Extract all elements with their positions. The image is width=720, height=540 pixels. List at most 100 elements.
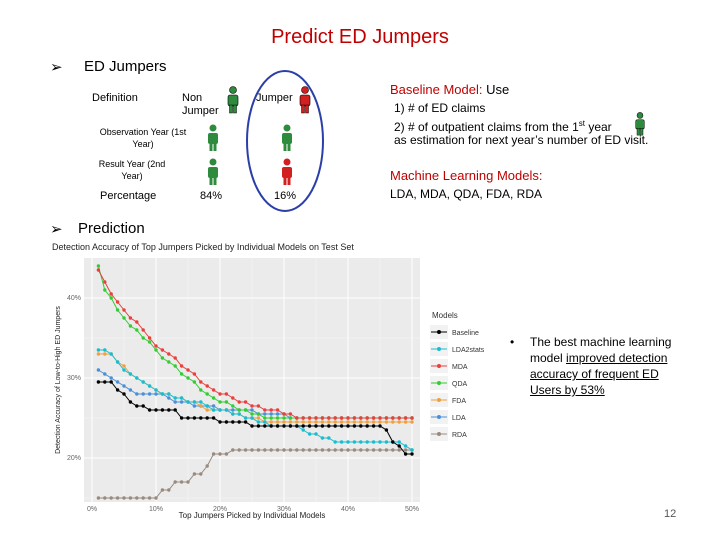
data-point-mda — [103, 280, 107, 284]
data-point-fda — [365, 420, 369, 424]
data-point-lda2stats — [314, 432, 318, 436]
data-point-mda — [256, 404, 261, 408]
x-tick-label: 20% — [213, 506, 227, 513]
data-point-rda — [403, 448, 408, 452]
data-point-lda — [250, 408, 254, 412]
callout-text-plain: The best machine learning model — [530, 335, 672, 365]
data-point-rda — [103, 496, 107, 500]
data-point-mda — [122, 308, 126, 312]
data-point-lda2stats — [179, 396, 184, 400]
data-point-lda2stats — [167, 392, 171, 396]
data-point-fda — [397, 420, 401, 424]
data-point-lda2stats — [320, 436, 325, 440]
data-point-fda — [320, 420, 325, 424]
legend-marker-fda — [437, 398, 441, 402]
data-point-baseline — [115, 388, 120, 392]
legend-label-mda: MDA — [452, 364, 468, 371]
data-point-rda — [282, 448, 286, 452]
data-point-lda — [96, 368, 101, 372]
data-point-rda — [179, 480, 184, 484]
data-point-lda — [263, 412, 267, 416]
data-point-lda2stats — [192, 400, 197, 404]
data-point-baseline — [327, 424, 331, 428]
baseline-item-2-year: year — [585, 120, 612, 134]
data-point-baseline — [282, 424, 286, 428]
data-point-mda — [384, 416, 389, 420]
data-point-baseline — [339, 424, 344, 428]
data-point-fda — [403, 420, 408, 424]
data-point-lda2stats — [384, 440, 389, 444]
y-tick-label: 30% — [67, 375, 81, 382]
data-point-qda — [160, 356, 165, 360]
data-point-rda — [371, 448, 376, 452]
data-point-rda — [346, 448, 350, 452]
data-point-baseline — [359, 424, 363, 428]
baseline-item-1: 1) # of ED claims — [394, 101, 486, 115]
person-icon-baseline — [635, 112, 645, 136]
data-point-fda — [339, 420, 344, 424]
data-point-rda — [307, 448, 312, 452]
data-point-lda — [167, 396, 171, 400]
data-point-rda — [275, 448, 280, 452]
baseline-model-heading: Baseline Model: Use — [390, 82, 509, 98]
data-point-rda — [314, 448, 318, 452]
data-point-baseline — [186, 416, 190, 420]
data-point-lda — [122, 384, 126, 388]
data-point-mda — [250, 404, 254, 408]
data-point-fda — [301, 420, 305, 424]
data-point-mda — [96, 268, 101, 272]
data-point-mda — [263, 408, 267, 412]
data-point-lda2stats — [160, 392, 165, 396]
data-point-lda — [147, 392, 152, 396]
data-point-rda — [173, 480, 177, 484]
percentage-jumper: 16% — [273, 190, 297, 202]
data-point-mda — [115, 300, 120, 304]
data-point-mda — [339, 416, 344, 420]
data-point-lda2stats — [371, 440, 376, 444]
data-point-mda — [231, 396, 235, 400]
callout: • The best machine learning model improv… — [510, 334, 690, 398]
data-point-rda — [147, 496, 152, 500]
data-point-baseline — [295, 424, 299, 428]
data-point-lda2stats — [237, 412, 241, 416]
data-point-qda — [263, 416, 267, 420]
data-point-qda — [237, 408, 241, 412]
legend-label-lda: LDA — [452, 415, 466, 422]
data-point-qda — [141, 336, 145, 340]
data-point-baseline — [275, 424, 280, 428]
data-point-baseline — [378, 424, 382, 428]
data-point-baseline — [243, 420, 248, 424]
data-point-qda — [179, 372, 184, 376]
ml-models-label: Machine Learning Models: — [390, 168, 543, 183]
data-point-rda — [211, 452, 216, 456]
data-point-baseline — [288, 424, 293, 428]
data-point-baseline — [333, 424, 337, 428]
x-tick-label: 40% — [341, 506, 355, 513]
baseline-item-2-superscript: st — [578, 119, 585, 128]
data-point-rda — [391, 448, 395, 452]
data-point-lda2stats — [186, 400, 190, 404]
person-icon-result-jumper — [282, 158, 292, 185]
data-point-lda2stats — [378, 440, 382, 444]
data-point-fda — [256, 416, 261, 420]
arrow-bullet-icon-prediction: ➢ — [50, 221, 63, 238]
data-point-lda2stats — [199, 400, 203, 404]
data-point-rda — [186, 480, 190, 484]
observation-year-label: Observation Year (1st Year) — [99, 127, 187, 149]
data-point-baseline — [218, 420, 222, 424]
data-point-rda — [359, 448, 363, 452]
data-point-rda — [167, 488, 171, 492]
data-point-lda — [192, 404, 197, 408]
chart-title: Detection Accuracy of Top Jumpers Picked… — [52, 242, 354, 252]
data-point-rda — [205, 464, 209, 468]
data-point-rda — [339, 448, 344, 452]
x-tick-label: 30% — [277, 506, 291, 513]
data-point-fda — [346, 420, 350, 424]
data-point-rda — [154, 496, 158, 500]
data-point-fda — [199, 404, 203, 408]
data-point-baseline — [128, 400, 133, 404]
data-point-qda — [103, 288, 107, 292]
baseline-model-label: Baseline Model: — [390, 82, 483, 97]
legend-label-rda: RDA — [452, 432, 467, 439]
data-point-fda — [359, 420, 363, 424]
